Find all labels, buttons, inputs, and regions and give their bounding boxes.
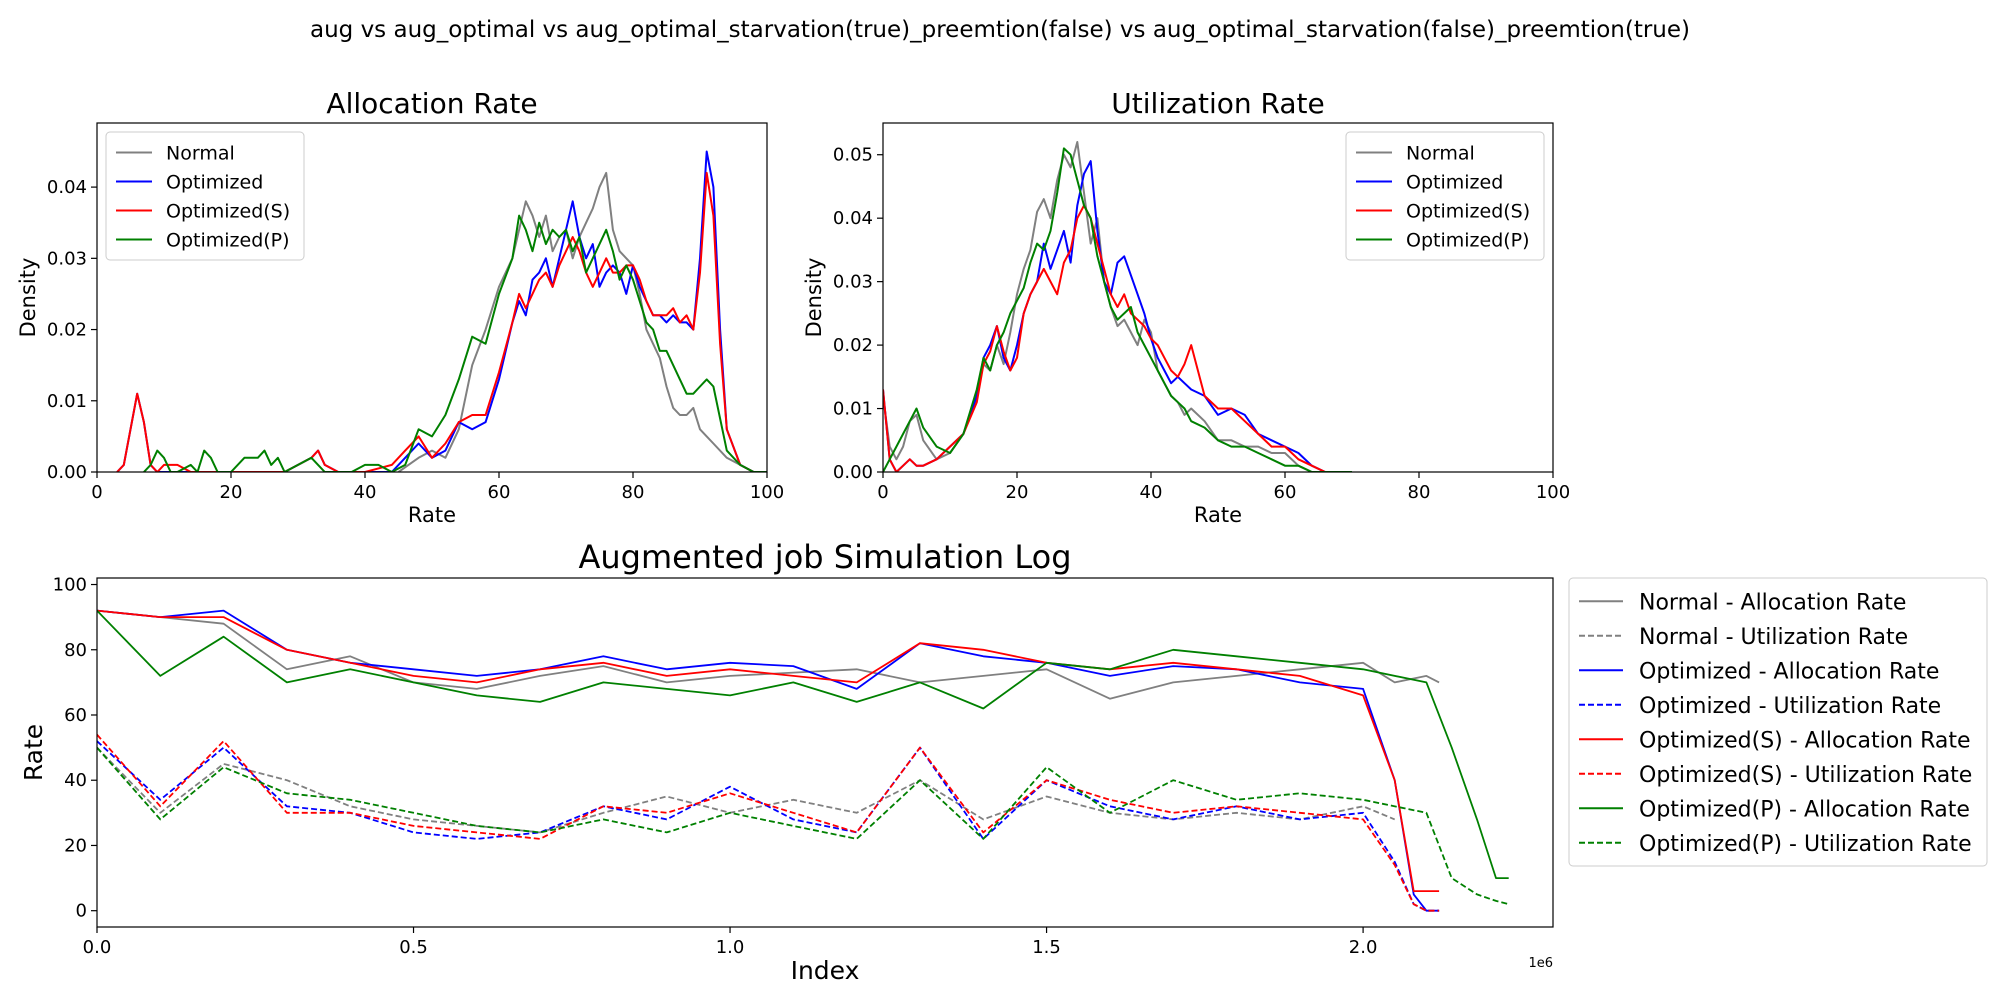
y-tick-label: 100 <box>53 575 87 596</box>
simulation-log-line-plot: Augmented job Simulation Log 0.0 0.5 1.0 1.5… <box>19 538 1988 985</box>
legend-label-1: Optimized <box>1406 172 1503 194</box>
series-line-0 <box>97 609 1440 700</box>
legend-label-3: Optimized(P) <box>166 230 290 252</box>
series-line-3 <box>883 147 1352 472</box>
y-tick-label: 0.05 <box>833 145 873 166</box>
legend-label-3: Optimized(P) <box>1406 230 1530 252</box>
allocation-rate-density-plot: Allocation Rate 0 20 40 60 80 100 0.00 0.01 0.02 0… <box>16 87 784 527</box>
legend-label-7: Optimized(P) - Utilization Rate <box>1639 832 1972 857</box>
series-line-6 <box>97 609 1509 879</box>
series-line-3 <box>143 214 767 472</box>
plot-title: Augmented job Simulation Log <box>578 538 1071 576</box>
x-axis-label: Rate <box>1194 503 1242 527</box>
series-line-7 <box>97 747 1509 906</box>
plot-title: Utilization Rate <box>1111 87 1324 120</box>
series-line-1 <box>883 160 1352 472</box>
utilization-rate-density-plot: Utilization Rate 0 20 40 60 80 100 0.00 0.01 0.02… <box>802 87 1570 527</box>
x-tick-label: 60 <box>1274 482 1297 503</box>
y-tick-label: 0 <box>76 901 87 922</box>
x-tick-label: 0.0 <box>83 937 112 958</box>
series-line-1 <box>97 746 1396 834</box>
legend-box <box>1568 577 1988 867</box>
plot-title: Allocation Rate <box>326 87 537 120</box>
y-tick-label: 20 <box>64 835 87 856</box>
x-tick-label: 60 <box>488 482 511 503</box>
legend: Normal Optimized Optimized(S) Optimized(P) <box>1345 131 1545 261</box>
figure-suptitle: aug vs aug_optimal vs aug_optimal_starva… <box>310 17 1690 43</box>
y-tick-label: 0.03 <box>833 272 873 293</box>
y-tick-label: 40 <box>64 770 87 791</box>
axes-frame <box>882 122 1554 473</box>
series-line-5 <box>97 734 1440 912</box>
y-tick-label: 60 <box>64 705 87 726</box>
legend-box <box>1345 131 1545 261</box>
y-tick-label: 0.04 <box>47 177 87 198</box>
legend-label-4: Optimized(S) - Allocation Rate <box>1639 728 1971 753</box>
x-tick-label: 0 <box>91 482 102 503</box>
axes-frame <box>96 122 768 473</box>
x-tick-label: 40 <box>354 482 377 503</box>
series-line-4 <box>97 609 1440 892</box>
legend: Normal - Allocation Rate Normal - Utiliza… <box>1568 577 1988 867</box>
legend-label-0: Normal - Allocation Rate <box>1639 590 1906 615</box>
series-group <box>116 150 767 472</box>
series-line-3 <box>97 740 1440 912</box>
x-tick-label: 1.5 <box>1032 937 1061 958</box>
y-tick-label: 80 <box>64 640 87 661</box>
series-line-2 <box>883 204 1352 472</box>
y-tick-label: 0.02 <box>833 335 873 356</box>
legend-label-0: Normal <box>1406 143 1475 165</box>
x-tick-label: 20 <box>1006 482 1029 503</box>
legend-label-0: Normal <box>166 143 235 165</box>
x-tick-label: 40 <box>1140 482 1163 503</box>
y-axis-label: Density <box>16 258 40 338</box>
legend-label-2: Optimized - Allocation Rate <box>1639 659 1939 684</box>
y-tick-label: 0.00 <box>833 462 873 483</box>
x-tick-label: 1.0 <box>716 937 745 958</box>
y-axis-label: Rate <box>19 724 48 781</box>
legend-label-3: Optimized - Utilization Rate <box>1639 694 1941 719</box>
series-group <box>883 141 1352 472</box>
y-axis-label: Density <box>802 258 826 338</box>
x-axis-label: Rate <box>408 503 456 527</box>
axes-frame <box>96 577 1554 928</box>
x-tick-label: 80 <box>1408 482 1431 503</box>
legend: Normal Optimized Optimized(S) Optimized(P) <box>105 131 305 261</box>
y-tick-label: 0.00 <box>47 462 87 483</box>
legend-box <box>105 131 305 261</box>
x-tick-label: 20 <box>220 482 243 503</box>
x-tick-label: 100 <box>750 482 784 503</box>
legend-label-1: Normal - Utilization Rate <box>1639 625 1908 650</box>
x-axis-offset-label: 1e6 <box>1528 956 1553 971</box>
series-line-1 <box>116 150 767 472</box>
y-tick-label: 0.01 <box>47 391 87 412</box>
legend-label-5: Optimized(S) - Utilization Rate <box>1639 763 1972 788</box>
y-tick-label: 0.03 <box>47 248 87 269</box>
x-tick-label: 80 <box>622 482 645 503</box>
legend-label-2: Optimized(S) <box>166 201 290 223</box>
y-tick-label: 0.04 <box>833 208 873 229</box>
legend-label-2: Optimized(S) <box>1406 201 1530 223</box>
x-tick-label: 2.0 <box>1349 937 1378 958</box>
legend-label-1: Optimized <box>166 172 263 194</box>
legend-label-6: Optimized(P) - Allocation Rate <box>1639 797 1970 822</box>
series-line-2 <box>116 171 767 472</box>
x-axis-label: Index <box>791 956 860 985</box>
x-tick-label: 0 <box>877 482 888 503</box>
y-tick-label: 0.02 <box>47 320 87 341</box>
series-line-0 <box>397 171 767 472</box>
x-tick-label: 0.5 <box>399 937 428 958</box>
y-tick-label: 0.01 <box>833 399 873 420</box>
x-tick-label: 100 <box>1536 482 1570 503</box>
series-group <box>97 609 1509 912</box>
